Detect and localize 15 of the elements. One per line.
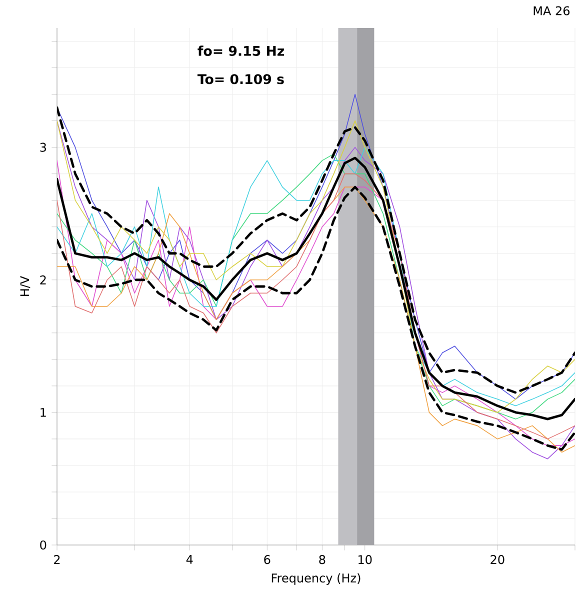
x-tick-label: 20	[490, 555, 504, 564]
y-tick-label: 2	[40, 275, 46, 284]
x-tick-label: 2	[54, 555, 60, 564]
x-tick-label: 8	[319, 555, 326, 564]
y-tick-label: 3	[40, 142, 46, 152]
x-tick-label: 6	[264, 555, 270, 564]
y-tick-label: 1	[40, 408, 46, 417]
y-axis-title: H/V	[20, 276, 30, 296]
x-tick-label: 10	[358, 555, 372, 564]
y-tick-label: 0	[40, 540, 46, 550]
x-tick-label: 4	[186, 555, 193, 564]
annotation: To= 0.109 s	[197, 74, 284, 84]
x-axis-title: Frequency (Hz)	[272, 573, 360, 585]
annotation: fo= 9.15 Hz	[198, 46, 284, 56]
chart-title: MA 26	[534, 6, 570, 16]
